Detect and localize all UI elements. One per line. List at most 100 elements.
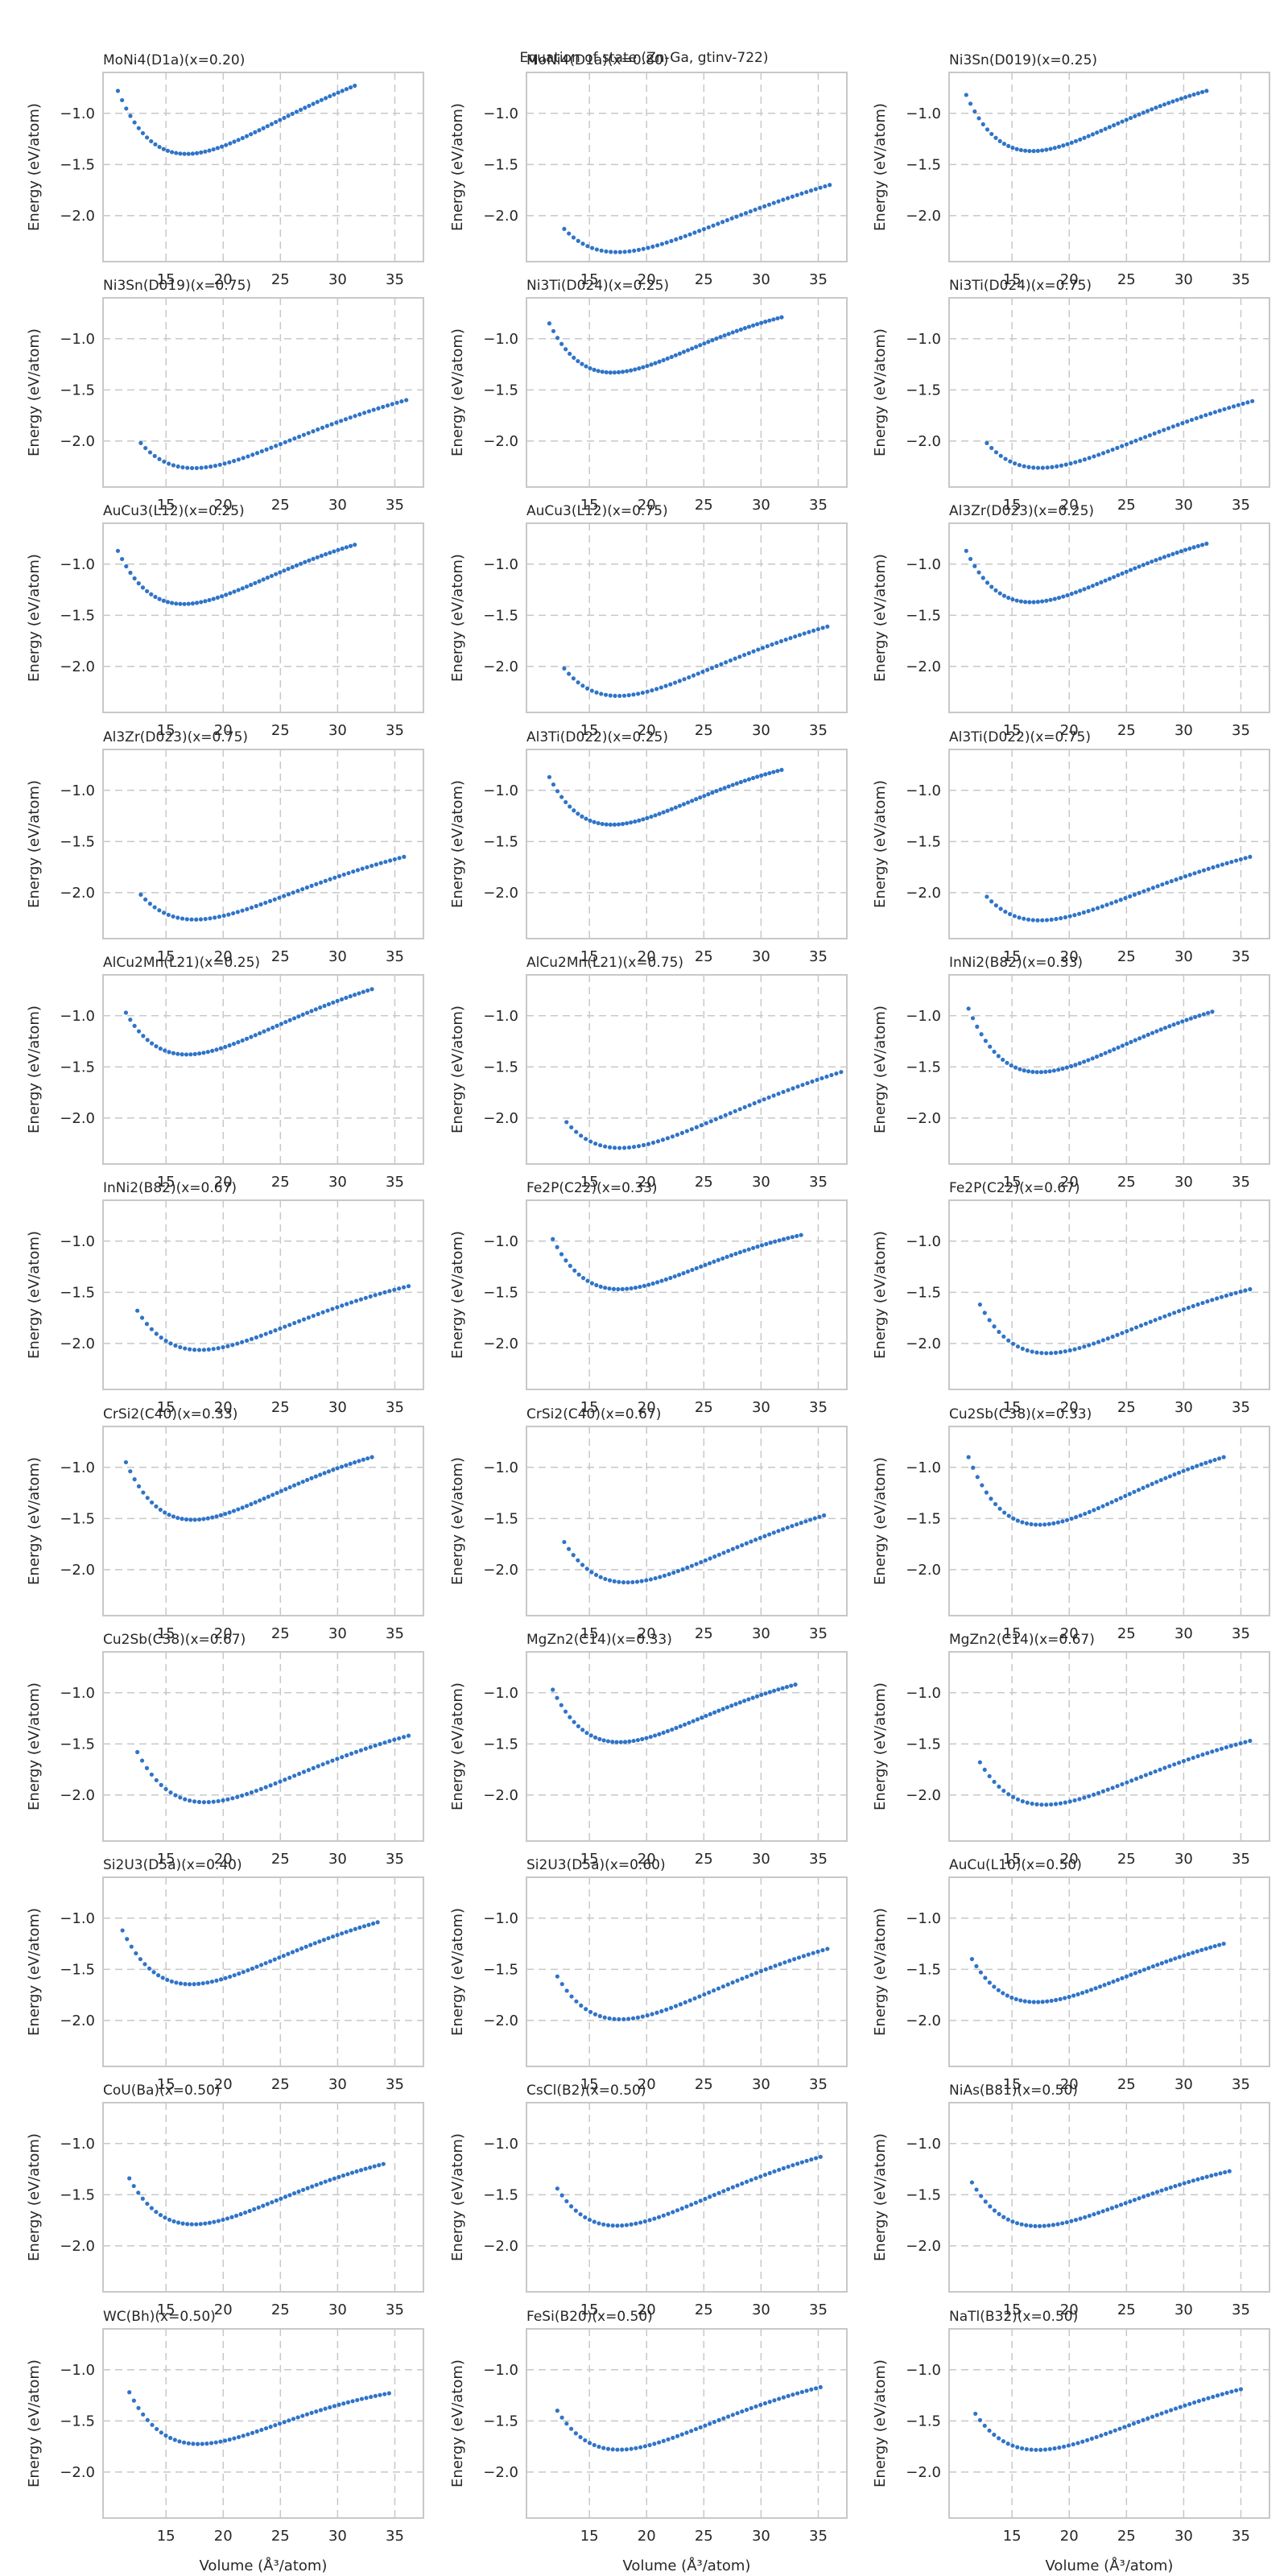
data-point: [1089, 2436, 1094, 2441]
data-point: [689, 1563, 695, 1568]
y-tick-label: −1.5: [483, 2186, 518, 2203]
data-point: [1233, 1742, 1238, 1747]
data-point: [795, 2391, 800, 2396]
data-point: [145, 2201, 150, 2207]
data-point: [1077, 1797, 1082, 1802]
data-point: [177, 2439, 182, 2444]
data-point: [1180, 1019, 1185, 1024]
data-point: [227, 1043, 232, 1048]
data-point: [997, 138, 1002, 143]
data-point: [979, 1032, 984, 1037]
x-tick-label: 25: [695, 1399, 713, 1416]
y-tick-label: −2.0: [483, 658, 518, 675]
eos-panel: MoNi4(D1a)(x=0.20)15 20 25 30 35−1.0−1.5−2.0…: [26, 52, 424, 288]
data-point: [1212, 1943, 1217, 1949]
data-point: [1113, 899, 1119, 904]
data-point: [323, 878, 328, 883]
y-axis-label: Energy (eV/atom): [872, 1231, 889, 1359]
data-point: [245, 906, 250, 911]
data-point: [1026, 464, 1031, 469]
data-point: [261, 2203, 266, 2208]
data-point: [207, 148, 212, 153]
data-point: [1052, 597, 1057, 601]
data-point: [269, 573, 275, 579]
data-point: [270, 2200, 275, 2205]
data-point: [811, 1951, 815, 1955]
data-point: [1109, 1500, 1114, 1505]
data-point: [772, 2398, 777, 2403]
data-point: [310, 2184, 315, 2189]
data-point: [357, 412, 362, 417]
data-point: [706, 340, 711, 345]
data-point: [1208, 411, 1213, 416]
data-point: [1040, 465, 1045, 470]
x-tick-label: 20: [1060, 2301, 1079, 2318]
y-axis-label: Energy (eV/atom): [449, 1231, 466, 1359]
data-point: [1243, 856, 1248, 861]
data-point: [636, 691, 641, 696]
x-tick-label: 20: [638, 271, 656, 288]
data-point: [376, 406, 381, 411]
data-point: [733, 1251, 738, 1257]
y-tick-label: −1.5: [483, 1961, 518, 1978]
data-point: [277, 1955, 282, 1960]
data-point: [336, 547, 341, 552]
data-point: [363, 1746, 368, 1751]
x-tick-label: 35: [1232, 497, 1250, 514]
data-point: [1087, 456, 1092, 460]
y-tick-label: −1.0: [60, 1459, 95, 1476]
data-point: [776, 1529, 781, 1534]
y-tick-label: −1.0: [906, 556, 941, 573]
data-point: [785, 1525, 790, 1530]
data-point: [1086, 909, 1091, 914]
data-point: [141, 2412, 146, 2417]
x-tick-label: 15: [580, 1399, 599, 1416]
data-point: [564, 2198, 569, 2204]
data-point: [724, 1254, 729, 1259]
data-point: [174, 1980, 179, 1985]
data-point: [795, 2161, 800, 2166]
data-point: [1164, 2186, 1169, 2191]
data-point: [681, 349, 687, 354]
data-point: [722, 786, 727, 791]
data-point: [1001, 1334, 1006, 1339]
x-tick-label: 35: [386, 1174, 404, 1191]
data-point: [275, 1490, 279, 1496]
data-point: [240, 135, 245, 141]
data-point: [1108, 2429, 1113, 2434]
data-point: [138, 892, 143, 897]
x-tick-label: 30: [1174, 2076, 1193, 2093]
data-point: [593, 1572, 599, 1578]
data-point: [572, 1719, 576, 1724]
data-point: [183, 1797, 188, 1802]
data-point: [1141, 1034, 1146, 1039]
data-point: [131, 2183, 136, 2189]
data-point: [708, 1556, 712, 1561]
data-point: [297, 434, 302, 440]
data-point: [578, 2434, 583, 2440]
data-point: [1086, 1058, 1091, 1063]
data-point: [748, 208, 753, 214]
data-point: [357, 1459, 361, 1463]
data-point: [167, 1513, 171, 1517]
data-point: [1110, 1785, 1115, 1790]
data-point: [1132, 892, 1137, 897]
data-point: [992, 2208, 997, 2213]
data-point: [1182, 2181, 1187, 2186]
data-point: [1175, 423, 1180, 427]
x-tick-label: 25: [1117, 2528, 1136, 2545]
data-point: [566, 1546, 572, 1551]
data-point: [1046, 1521, 1051, 1526]
data-point: [559, 2193, 564, 2198]
data-point: [574, 1999, 579, 2004]
data-point: [1086, 585, 1091, 590]
data-point: [969, 1957, 975, 1962]
data-point: [1146, 1484, 1150, 1488]
figure-suptitle: Equation of state (Zn-Ga, gtinv-722): [520, 50, 769, 66]
data-point: [330, 1307, 335, 1311]
data-point: [1187, 93, 1192, 98]
data-point: [801, 1954, 807, 1959]
data-point: [569, 1125, 574, 1130]
data-point: [620, 821, 625, 827]
data-point: [603, 692, 609, 697]
